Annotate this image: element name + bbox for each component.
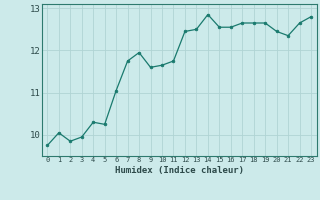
X-axis label: Humidex (Indice chaleur): Humidex (Indice chaleur): [115, 166, 244, 175]
